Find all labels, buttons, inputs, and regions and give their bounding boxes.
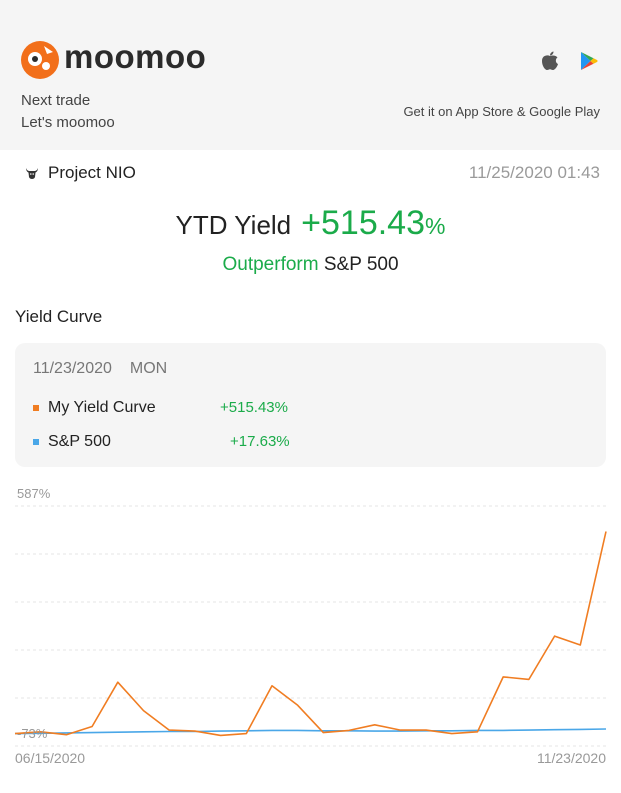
yield-tooltip-card: 11/23/2020 MON My Yield Curve +515.43% S&… bbox=[15, 343, 606, 467]
yield-curve-chart[interactable]: 587% -73% 06/15/2020 11/23/2020 bbox=[0, 480, 621, 780]
ytd-value: +515.43% bbox=[301, 204, 445, 242]
ytd-label: YTD Yield bbox=[175, 210, 292, 240]
benchmark-name: S&P 500 bbox=[323, 254, 399, 275]
legend-value: +17.63% bbox=[230, 433, 290, 450]
slogan-line-2: Let's moomoo bbox=[21, 114, 115, 131]
legend-name: My Yield Curve bbox=[48, 399, 156, 416]
app-banner: moomoo Next trade Let's moomoo Get it on… bbox=[0, 0, 621, 150]
legend-swatch-sp500 bbox=[33, 439, 39, 445]
x-start-label: 06/15/2020 bbox=[15, 750, 85, 766]
ytd-unit: % bbox=[425, 213, 446, 239]
project-name: Project NIO bbox=[48, 163, 136, 182]
ytd-number: +515.43 bbox=[301, 204, 425, 242]
y-max-label: 587% bbox=[17, 486, 51, 501]
legend-value: +515.43% bbox=[220, 399, 288, 416]
tooltip-weekday: MON bbox=[129, 360, 168, 377]
slogan-line-1: Next trade bbox=[21, 92, 91, 109]
series-line-my-yield-curve bbox=[14, 531, 607, 737]
outperform-text: Outperform bbox=[222, 254, 319, 275]
legend-row-my-yield: My Yield Curve bbox=[33, 398, 156, 418]
chart-series bbox=[14, 531, 607, 737]
chart-grid bbox=[15, 505, 606, 747]
legend-row-sp500: S&P 500 bbox=[33, 432, 111, 452]
project-title: Project NIO bbox=[25, 162, 136, 184]
google-play-icon[interactable] bbox=[580, 51, 598, 71]
legend-name: S&P 500 bbox=[48, 433, 111, 450]
moomoo-logo-icon bbox=[21, 41, 59, 79]
series-line-s-p-500 bbox=[14, 728, 607, 735]
timestamp: 11/25/2020 01:43 bbox=[468, 163, 600, 182]
ytd-yield-summary: YTD Yield +515.43% bbox=[0, 204, 621, 243]
y-min-label: -73% bbox=[17, 726, 48, 741]
store-download-text[interactable]: Get it on App Store & Google Play bbox=[403, 104, 600, 119]
x-end-label: 11/23/2020 bbox=[537, 750, 606, 766]
outperform-line: Outperform S&P 500 bbox=[0, 254, 621, 276]
tooltip-date: 11/23/2020 bbox=[33, 360, 112, 377]
brand-name: moomoo bbox=[64, 38, 207, 75]
tooltip-date-row: 11/23/2020 MON bbox=[33, 360, 167, 378]
yield-curve-title: Yield Curve bbox=[15, 307, 103, 326]
bull-icon bbox=[26, 168, 38, 179]
legend-swatch-my-yield bbox=[33, 405, 39, 411]
apple-icon[interactable] bbox=[541, 51, 559, 71]
